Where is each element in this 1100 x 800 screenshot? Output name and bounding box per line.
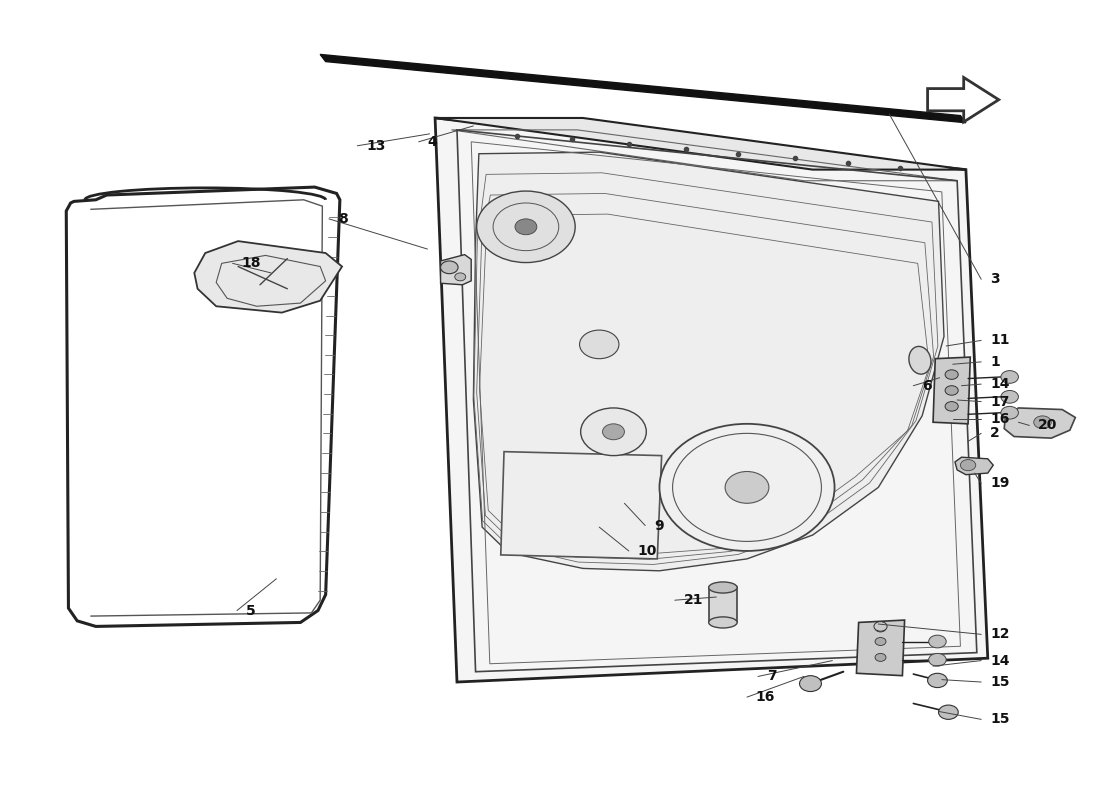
Polygon shape — [500, 452, 661, 559]
Polygon shape — [441, 254, 471, 285]
Circle shape — [476, 191, 575, 262]
Polygon shape — [1004, 408, 1076, 438]
Circle shape — [927, 674, 947, 687]
Polygon shape — [857, 620, 904, 676]
Text: 11: 11 — [990, 334, 1010, 347]
Circle shape — [945, 386, 958, 395]
Circle shape — [928, 635, 946, 648]
Circle shape — [1001, 390, 1019, 403]
Circle shape — [876, 654, 886, 662]
Circle shape — [945, 402, 958, 411]
Text: 20: 20 — [1038, 418, 1057, 433]
Circle shape — [960, 459, 976, 470]
Polygon shape — [955, 457, 993, 474]
Text: 12: 12 — [990, 627, 1010, 642]
Text: 14: 14 — [990, 654, 1010, 667]
Text: 7: 7 — [767, 670, 777, 683]
Circle shape — [1034, 416, 1052, 429]
Circle shape — [454, 273, 465, 281]
Polygon shape — [195, 241, 342, 313]
Text: 16: 16 — [756, 690, 775, 704]
Bar — [708, 587, 737, 622]
Circle shape — [515, 219, 537, 234]
Circle shape — [1001, 406, 1019, 419]
Text: 15: 15 — [990, 712, 1010, 726]
Circle shape — [581, 408, 647, 456]
Polygon shape — [320, 54, 966, 122]
Text: 18: 18 — [241, 256, 261, 270]
Text: 5: 5 — [245, 603, 255, 618]
Circle shape — [938, 705, 958, 719]
Ellipse shape — [708, 617, 737, 628]
Circle shape — [800, 676, 822, 691]
Text: 15: 15 — [990, 675, 1010, 689]
Circle shape — [876, 624, 886, 632]
Text: 17: 17 — [990, 394, 1010, 409]
Text: 9: 9 — [654, 518, 663, 533]
Circle shape — [580, 330, 619, 358]
Text: 4: 4 — [428, 135, 437, 149]
Circle shape — [874, 622, 887, 631]
Circle shape — [928, 654, 946, 666]
Text: 14: 14 — [990, 377, 1010, 391]
Text: 8: 8 — [338, 212, 348, 226]
Ellipse shape — [909, 346, 931, 374]
Ellipse shape — [708, 582, 737, 593]
Text: 3: 3 — [990, 272, 1000, 286]
Circle shape — [603, 424, 625, 440]
Text: 21: 21 — [683, 594, 703, 607]
Circle shape — [945, 370, 958, 379]
Text: 19: 19 — [990, 477, 1010, 490]
Text: 10: 10 — [638, 544, 657, 558]
Circle shape — [441, 261, 458, 274]
Text: 6: 6 — [922, 378, 932, 393]
Text: 2: 2 — [990, 426, 1000, 440]
Text: 13: 13 — [366, 138, 385, 153]
Circle shape — [876, 638, 886, 646]
Circle shape — [659, 424, 835, 551]
Polygon shape — [436, 118, 966, 170]
Polygon shape — [933, 357, 970, 424]
Polygon shape — [436, 118, 988, 682]
Text: 16: 16 — [990, 412, 1010, 426]
Circle shape — [725, 471, 769, 503]
Text: 1: 1 — [990, 355, 1000, 369]
Circle shape — [1001, 370, 1019, 383]
Polygon shape — [473, 152, 944, 571]
